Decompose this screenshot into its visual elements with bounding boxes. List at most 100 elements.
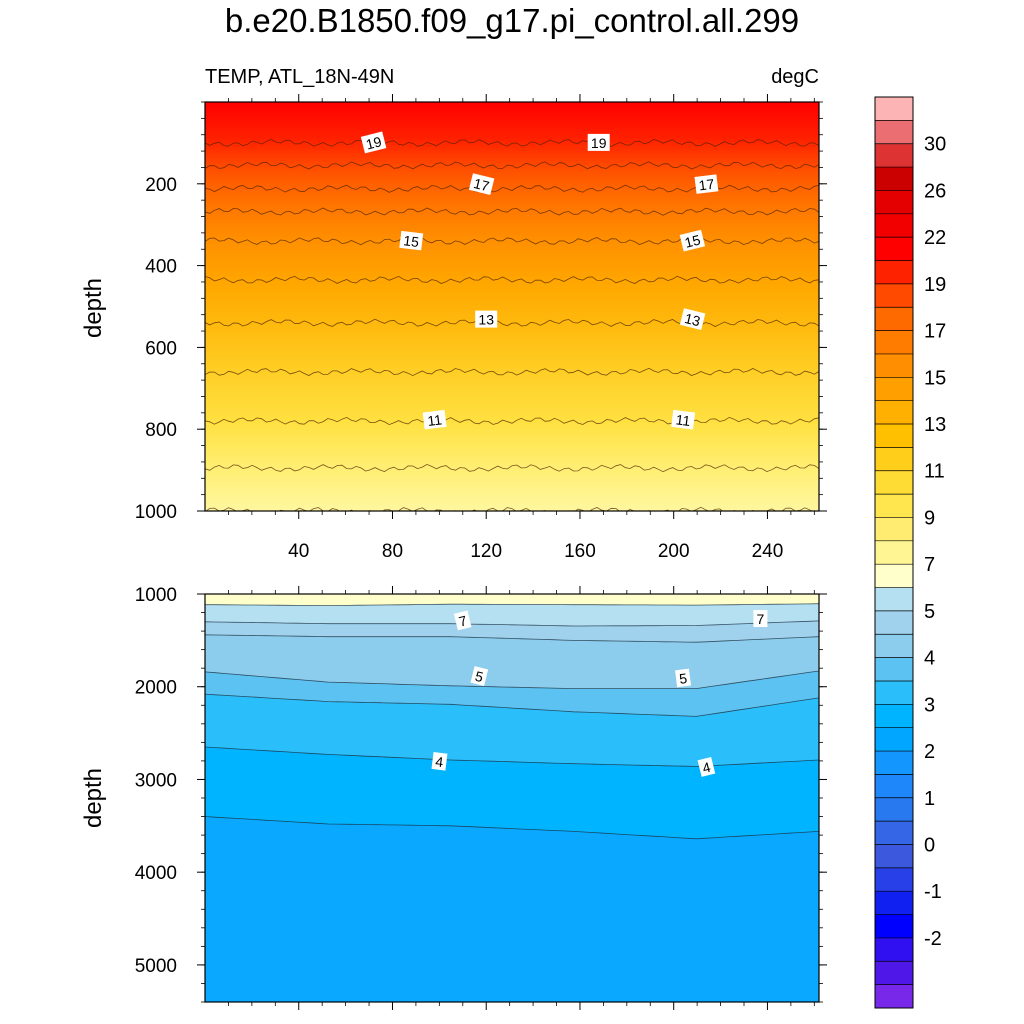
top-y-axis-label: depth xyxy=(80,278,107,338)
colorbar-swatch xyxy=(875,494,913,518)
colorbar-swatch xyxy=(875,657,913,682)
bottom-panel: 7 7 5 5 4 4 1000 2000 3000 4000 5000 depth xyxy=(80,585,827,1010)
x-tick-label: 240 xyxy=(752,541,784,562)
colorbar-swatch xyxy=(875,260,913,285)
contour-label-text: 11 xyxy=(675,411,692,429)
contour-label-box xyxy=(431,752,448,771)
colorbar-swatch xyxy=(875,307,913,331)
colorbar-swatch xyxy=(875,587,913,612)
contour-line-6 xyxy=(205,634,819,643)
bottom-contour-label: 4 xyxy=(431,752,448,771)
colorbar-label: -2 xyxy=(924,928,942,950)
contour-line-7 xyxy=(205,620,819,627)
top-contour-label: 15 xyxy=(399,230,424,251)
colorbar-label: 15 xyxy=(924,367,946,389)
colorbar: 30 26 22 19 17 15 13 11 9 7 5 4 3 2 1 0 -1 -2 xyxy=(874,96,946,1009)
colorbar-label: 30 xyxy=(924,134,946,156)
x-tick-label: 160 xyxy=(564,541,596,562)
contour-line-3.5 xyxy=(205,816,819,840)
contour-label-box xyxy=(697,756,716,777)
contour-label-box xyxy=(587,133,610,151)
colorbar-label: 3 xyxy=(924,694,935,716)
top-plot-frame xyxy=(204,101,820,512)
colorbar-swatch xyxy=(875,143,913,168)
top-contour-label: 17 xyxy=(468,173,495,196)
top-plot-background xyxy=(205,102,819,511)
colorbar-swatch xyxy=(875,213,913,238)
colorbar-swatch xyxy=(875,517,913,542)
contour-label-box xyxy=(399,230,424,251)
colorbar-swatch xyxy=(875,540,913,565)
subtitle-left: TEMP, ATL_18N-49N xyxy=(205,66,394,88)
contour-line-19 xyxy=(205,138,819,148)
bottom-contour-label: 5 xyxy=(470,666,489,686)
contour-label-box xyxy=(422,409,447,430)
y-tick-label: 1000 xyxy=(135,585,177,606)
contour-label-text: 7 xyxy=(757,611,765,627)
contour-label-box xyxy=(468,173,495,196)
colorbar-label: 19 xyxy=(924,274,946,296)
contour-line-5 xyxy=(205,670,819,689)
contour-label-text: 5 xyxy=(678,670,688,687)
colorbar-swatch xyxy=(875,634,913,659)
colorbar-label: 4 xyxy=(924,648,935,670)
colorbar-swatch xyxy=(875,377,913,402)
top-contour-label: 15 xyxy=(679,229,706,252)
contour-line-10 xyxy=(205,463,819,473)
top-axis-ticks: 200 400 600 800 1000 40 80 120 160 200 240 xyxy=(135,94,827,562)
top-contour-label: 13 xyxy=(475,310,498,328)
bottom-contour-label: 7 xyxy=(753,610,768,627)
top-contour-label: 13 xyxy=(679,308,706,331)
top-contour-labels: 19 19 17 17 15 15 13 13 11 11 xyxy=(360,131,719,430)
contour-label-text: 4 xyxy=(701,759,713,776)
colorbar-swatch xyxy=(875,283,913,308)
colorbar-swatch xyxy=(875,704,913,729)
colorbar-swatch xyxy=(875,797,913,822)
contour-line-13 xyxy=(205,318,819,327)
colorbar-swatch xyxy=(875,190,913,215)
contour-label-text: 13 xyxy=(478,312,494,328)
contour-label-box xyxy=(453,610,472,631)
colorbar-swatch xyxy=(875,120,913,145)
contour-label-text: 5 xyxy=(473,668,485,685)
contour-line-11 xyxy=(205,416,819,426)
colorbar-swatch xyxy=(875,914,913,939)
colorbar-label: -1 xyxy=(924,881,942,903)
colorbar-swatch xyxy=(875,821,913,845)
colorbar-swatch xyxy=(875,937,913,962)
contour-label-text: 15 xyxy=(683,231,702,250)
contour-label-box xyxy=(671,409,696,430)
colorbar-swatch xyxy=(875,400,913,425)
colorbar-swatch xyxy=(875,97,913,121)
bottom-contour-lines xyxy=(205,603,819,840)
colorbar-swatch xyxy=(875,727,913,752)
colorbar-label: 0 xyxy=(924,834,935,856)
contour-label-text: 17 xyxy=(472,175,491,194)
contour-label-box xyxy=(360,131,387,154)
colorbar-swatch xyxy=(875,447,913,472)
colorbar-swatch xyxy=(875,891,913,915)
bottom-contour-label: 4 xyxy=(697,756,716,777)
bottom-contour-label: 7 xyxy=(453,610,472,631)
contour-line-12 xyxy=(205,367,819,377)
y-tick-label: 2000 xyxy=(135,678,177,699)
y-tick-label: 400 xyxy=(145,257,177,278)
colorbar-swatch xyxy=(875,774,913,799)
x-tick-label: 40 xyxy=(288,541,309,562)
y-tick-label: 4000 xyxy=(135,863,177,884)
colorbar-swatch xyxy=(875,680,913,705)
contour-label-text: 15 xyxy=(402,232,420,250)
colorbar-swatch xyxy=(875,844,913,869)
contour-line-14 xyxy=(205,275,819,284)
colorbar-label: 17 xyxy=(924,321,946,343)
bottom-axis-ticks: 1000 2000 3000 4000 5000 xyxy=(135,585,827,1010)
top-panel: 19 19 17 17 15 15 13 13 11 11 200 400 600 800 1000 40 8… xyxy=(80,94,827,562)
top-contour-label: 19 xyxy=(360,131,387,154)
top-contour-lines xyxy=(205,138,819,511)
y-tick-label: 5000 xyxy=(135,956,177,977)
top-contour-label: 17 xyxy=(694,174,719,194)
colorbar-swatch xyxy=(875,961,913,986)
contour-label-box xyxy=(475,310,498,328)
top-contour-label: 19 xyxy=(587,133,610,151)
band-below-3.5 xyxy=(205,816,819,1002)
